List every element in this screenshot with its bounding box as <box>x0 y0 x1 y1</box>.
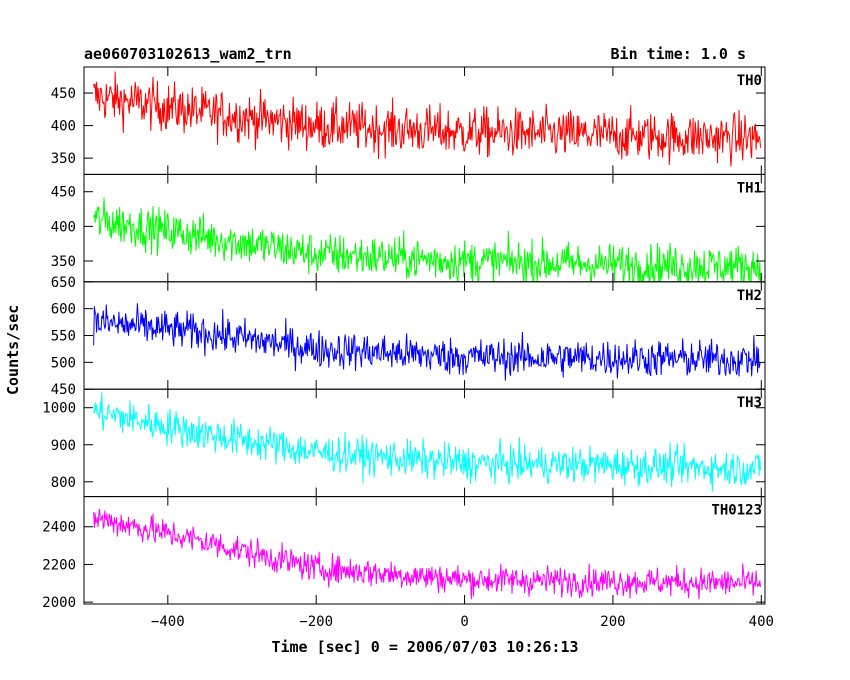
chart-title: ae060703102613_wam2_trn <box>84 45 292 63</box>
series-line-th0123 <box>93 508 762 600</box>
y-tick-label: 400 <box>51 119 76 135</box>
y-tick-label: 1000 <box>42 401 76 417</box>
bin-time-label: Bin time: 1.0 s <box>610 45 746 63</box>
series-line-th3 <box>93 391 762 492</box>
y-axis-label: Counts/sec <box>4 304 22 395</box>
panel-label-th3: TH3 <box>737 395 762 411</box>
y-tick-label: 800 <box>51 475 76 491</box>
y-tick-label: 650 <box>51 275 76 291</box>
y-tick-label: 350 <box>51 254 76 270</box>
series-line-th2 <box>93 303 762 381</box>
panel-label-th2: TH2 <box>737 288 762 304</box>
panel-label-th1: TH1 <box>737 180 762 196</box>
y-tick-label: 350 <box>51 151 76 167</box>
y-tick-label: 600 <box>51 302 76 318</box>
y-tick-label: 2400 <box>42 520 76 536</box>
panel-frame-th3 <box>83 388 766 498</box>
panel-label-th0: TH0 <box>737 73 762 89</box>
x-tick-label: −400 <box>151 614 185 630</box>
y-tick-label: 900 <box>51 438 76 454</box>
x-axis-label: Time [sec] 0 = 2006/07/03 10:26:13 <box>271 638 579 656</box>
y-tick-label: 500 <box>51 355 76 371</box>
x-tick-label: 0 <box>460 614 468 630</box>
panel-frame-th2 <box>83 281 766 390</box>
y-tick-label: 2200 <box>42 557 76 573</box>
series-line-th1 <box>93 197 762 282</box>
panel-frame-th0123 <box>83 496 766 605</box>
y-tick-label: 450 <box>51 382 76 398</box>
x-tick-label: 400 <box>749 614 774 630</box>
y-tick-label: 450 <box>51 86 76 102</box>
y-tick-label: 450 <box>51 185 76 201</box>
panel-label-th0123: TH0123 <box>711 503 762 519</box>
y-tick-label: 2000 <box>42 595 76 611</box>
panel-frame-th0 <box>83 66 766 175</box>
x-tick-label: −200 <box>299 614 333 630</box>
x-tick-label: 200 <box>600 614 625 630</box>
y-tick-label: 550 <box>51 329 76 345</box>
series-line-th0 <box>93 71 762 167</box>
y-tick-label: 400 <box>51 219 76 235</box>
